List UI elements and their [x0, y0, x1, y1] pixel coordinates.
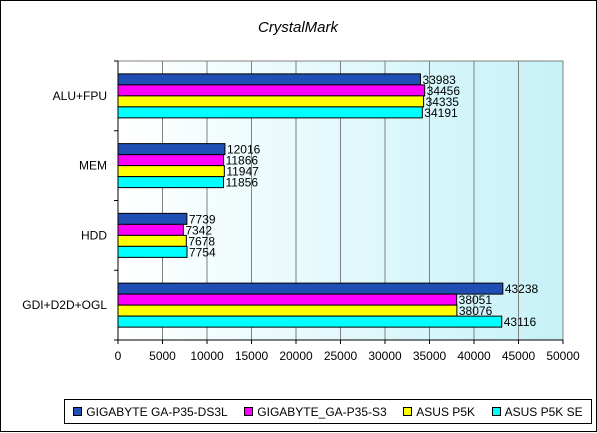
x-tick-label: 35000 [413, 349, 447, 363]
data-label: 34335 [426, 95, 460, 109]
legend-label: ASUS P5K SE [504, 404, 583, 419]
category-label: MEM [79, 159, 107, 173]
category-label: GDI+D2D+OGL [22, 298, 107, 312]
bar [117, 223, 184, 236]
legend-swatch [403, 407, 413, 416]
data-label: 33983 [422, 73, 456, 87]
data-label: 43238 [505, 282, 539, 296]
legend-item: GIGABYTE GA-P35-DS3L [73, 404, 228, 419]
bar [117, 165, 225, 178]
chart-title: CrystalMark [258, 19, 340, 36]
data-label: 7754 [189, 245, 216, 259]
x-tick-label: 25000 [324, 349, 358, 363]
bar [117, 73, 421, 86]
x-tick-label: 5000 [149, 349, 176, 363]
legend: GIGABYTE GA-P35-DS3L GIGABYTE_GA-P35-S3 AS… [64, 399, 592, 424]
x-tick-label: 10000 [190, 349, 224, 363]
x-tick-label: 30000 [368, 349, 402, 363]
bar [117, 304, 458, 317]
bar [117, 282, 504, 295]
data-label: 11856 [226, 176, 259, 190]
legend-item: ASUS P5K [403, 405, 475, 419]
legend-swatch [491, 407, 501, 416]
legend-swatch [73, 407, 83, 416]
data-label: 43116 [504, 315, 537, 329]
bar [117, 234, 187, 247]
bar [117, 95, 425, 108]
axes: 0 5000 10000 15000 20000 25000 30000 35000 40000… [22, 60, 580, 363]
data-label: 7739 [189, 212, 216, 226]
data-label: 38076 [459, 304, 493, 318]
legend-label: ASUS P5K [416, 404, 475, 419]
x-tick-label: 20000 [279, 349, 313, 363]
bar [117, 143, 226, 156]
legend-swatch [244, 407, 254, 416]
x-tick-label: 15000 [235, 349, 269, 363]
data-label: 11947 [226, 165, 259, 179]
data-label: 7342 [185, 223, 212, 237]
data-label: 11866 [226, 154, 259, 168]
bar [117, 293, 458, 306]
data-label: 7678 [188, 234, 215, 248]
bar [117, 212, 188, 225]
data-label: 34191 [424, 106, 458, 120]
category-label: HDD [81, 228, 107, 242]
x-tick-label: 0 [115, 349, 122, 363]
bar [117, 176, 225, 189]
x-tick-label: 40000 [457, 349, 491, 363]
x-tick-label: 50000 [546, 349, 580, 363]
x-tick-label: 45000 [502, 349, 536, 363]
legend-label: GIGABYTE_GA-P35-S3 [257, 404, 387, 419]
category-label: ALU+FPU [53, 89, 107, 103]
bar [117, 106, 423, 119]
data-label: 34456 [427, 84, 461, 98]
bar [117, 154, 225, 167]
data-label: 12016 [227, 143, 261, 157]
legend-item: GIGABYTE_GA-P35-S3 [244, 404, 387, 419]
bar [117, 315, 503, 328]
bar [117, 84, 426, 97]
legend-label: GIGABYTE GA-P35-DS3L [86, 404, 228, 419]
legend-item: ASUS P5K SE [491, 404, 583, 419]
bars [117, 73, 504, 328]
bar [117, 245, 188, 258]
data-label: 38051 [459, 293, 493, 307]
